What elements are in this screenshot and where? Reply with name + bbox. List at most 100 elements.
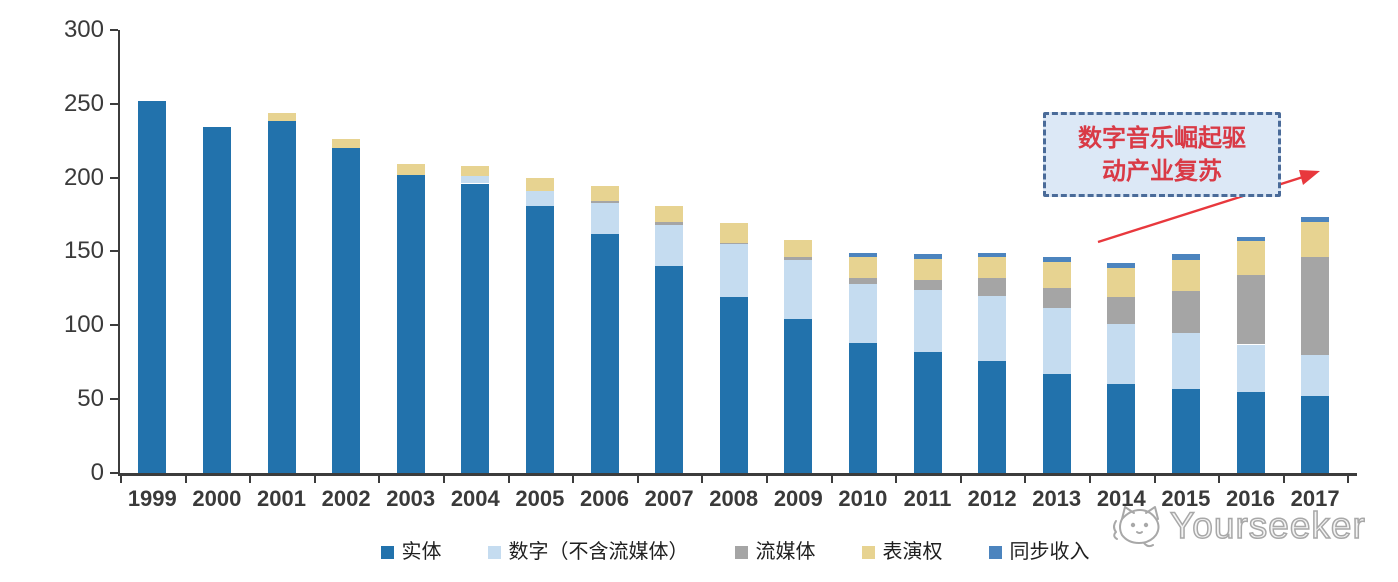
bar-segment-实体 (590, 233, 619, 473)
bar-segment-表演权 (396, 164, 425, 175)
bar-segment-流媒体 (590, 201, 619, 203)
bar-group-2014 (1107, 0, 1136, 473)
bar-group-2010 (848, 0, 877, 473)
x-tick-label: 2004 (450, 486, 500, 511)
bar-segment-数字（不含流媒体） (1301, 354, 1330, 397)
yourseeker-logo-icon (1113, 506, 1160, 548)
x-tick-label: 2001 (257, 486, 306, 511)
x-tick-label: 2011 (903, 486, 952, 511)
bar-segment-流媒体 (1042, 288, 1071, 308)
bar-segment-同步收入 (913, 254, 942, 259)
bar-segment-数字（不含流媒体） (525, 190, 554, 206)
bar-group-2004 (461, 0, 490, 473)
bar-segment-流媒体 (1171, 291, 1200, 333)
y-tick-label: 200 (63, 163, 104, 191)
x-tick-mark (830, 476, 833, 483)
y-tick-mark (110, 102, 118, 105)
legend-item: 实体 (380, 541, 442, 563)
bar-group-2009 (784, 0, 813, 473)
bar-segment-数字（不含流媒体） (1171, 332, 1200, 389)
bar-segment-同步收入 (1301, 217, 1330, 222)
x-tick-mark (1024, 476, 1027, 483)
legend-swatch (380, 545, 394, 559)
x-tick-mark (313, 476, 316, 483)
x-tick-label: 2005 (515, 486, 565, 511)
x-tick-mark (1089, 476, 1091, 483)
bar-segment-表演权 (1171, 260, 1200, 292)
bar-segment-实体 (1236, 391, 1265, 473)
bar-group-2003 (396, 0, 425, 473)
bar-segment-实体 (1107, 384, 1136, 473)
bar-segment-同步收入 (1236, 236, 1265, 242)
bar-segment-表演权 (332, 139, 361, 149)
bar-segment-实体 (978, 360, 1007, 473)
bar-segment-实体 (202, 127, 231, 473)
bar-segment-表演权 (1107, 267, 1136, 298)
bar-group-2001 (267, 0, 296, 473)
x-tick-mark (443, 476, 445, 483)
legend-label: 实体 (401, 541, 442, 563)
bar-segment-表演权 (525, 177, 554, 191)
x-tick-label: 2002 (321, 486, 371, 511)
legend-item: 表演权 (861, 541, 943, 563)
bar-segment-表演权 (719, 223, 748, 243)
x-tick-mark (572, 476, 575, 483)
bar-segment-实体 (1171, 388, 1200, 473)
bar-segment-数字（不含流媒体） (913, 289, 942, 352)
bar-segment-流媒体 (978, 278, 1007, 296)
x-tick-mark (1218, 476, 1221, 483)
bar-group-2006 (590, 0, 619, 473)
x-tick-label: 2012 (967, 486, 1017, 511)
bar-group-1999 (138, 0, 167, 473)
legend-swatch (487, 545, 501, 559)
y-tick-label: 300 (63, 15, 104, 43)
bar-segment-流媒体 (1236, 275, 1265, 345)
x-tick-mark (249, 476, 252, 483)
bar-segment-数字（不含流媒体） (590, 202, 619, 234)
x-tick-label: 2016 (1226, 486, 1275, 511)
y-tick-mark (110, 28, 118, 31)
annotation-text-line1: 数字音乐崛起驱 (1078, 124, 1246, 152)
bar-segment-实体 (461, 183, 490, 473)
bar-segment-表演权 (978, 257, 1007, 279)
x-tick-mark (507, 476, 510, 483)
bar-segment-流媒体 (1107, 297, 1136, 324)
x-tick-mark (766, 476, 768, 483)
x-tick-mark (701, 476, 704, 483)
bar-segment-数字（不含流媒体） (784, 260, 813, 320)
bar-segment-表演权 (913, 258, 942, 280)
bar-group-2015 (1171, 0, 1200, 473)
y-tick-mark (110, 472, 118, 474)
bar-segment-流媒体 (655, 221, 684, 225)
x-tick-mark (1347, 476, 1350, 483)
watermark: Yourseeker (1108, 497, 1394, 555)
bar-group-2012 (978, 0, 1007, 473)
legend-label: 同步收入 (1009, 541, 1090, 563)
x-tick-mark (895, 476, 898, 483)
bar-segment-表演权 (848, 257, 877, 279)
legend-item: 流媒体 (734, 541, 816, 563)
x-tick-label: 2013 (1032, 486, 1082, 511)
bar-segment-实体 (1301, 396, 1330, 473)
bar-group-2013 (1042, 0, 1071, 473)
legend-label: 流媒体 (755, 541, 816, 563)
bar-group-2007 (655, 0, 684, 473)
bar-segment-流媒体 (848, 278, 877, 284)
x-tick-label: 2017 (1290, 486, 1340, 511)
watermark-text: Yourseeker (1169, 504, 1366, 547)
bar-segment-同步收入 (848, 252, 877, 258)
x-tick-mark (636, 476, 639, 483)
y-tick-label: 100 (63, 311, 104, 339)
bar-segment-数字（不含流媒体） (655, 224, 684, 267)
bar-segment-数字（不含流媒体） (848, 283, 877, 344)
bar-segment-表演权 (461, 165, 490, 177)
bar-group-2017 (1301, 0, 1330, 473)
bar-segment-实体 (1042, 374, 1071, 473)
bar-segment-同步收入 (1042, 257, 1071, 262)
bar-segment-流媒体 (784, 257, 813, 261)
legend-swatch (734, 545, 748, 559)
y-tick-mark (110, 176, 118, 179)
y-axis (118, 29, 120, 476)
x-tick-label: 1999 (127, 486, 177, 511)
